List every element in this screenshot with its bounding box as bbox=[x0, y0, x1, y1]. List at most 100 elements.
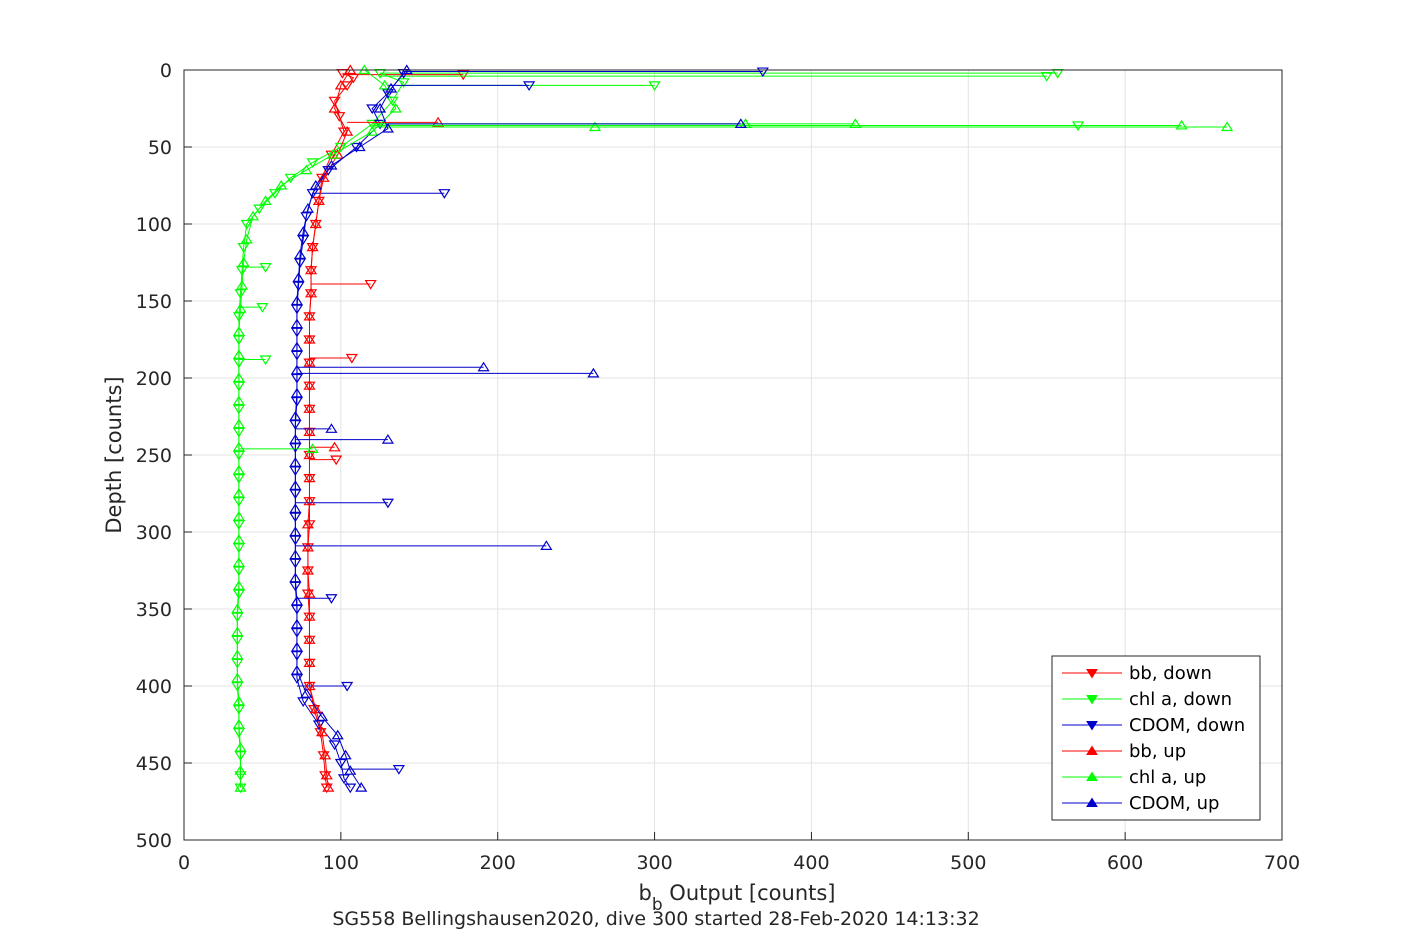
data-point bbox=[344, 783, 357, 794]
data-point bbox=[289, 457, 302, 467]
data-point bbox=[328, 740, 341, 751]
data-point bbox=[303, 333, 316, 344]
legend-entry: bb, down bbox=[1062, 663, 1212, 684]
x-axis-label: bb Output [counts] bbox=[638, 881, 835, 915]
data-point bbox=[334, 79, 347, 90]
legend-marker bbox=[1086, 771, 1098, 781]
data-point bbox=[259, 195, 272, 205]
legend-box bbox=[1051, 655, 1261, 821]
data-point bbox=[319, 749, 332, 760]
data-point bbox=[303, 356, 316, 367]
data-point bbox=[303, 520, 316, 530]
data-point bbox=[290, 595, 304, 606]
data-point bbox=[325, 423, 338, 433]
data-point bbox=[438, 189, 451, 199]
data-point bbox=[389, 102, 402, 113]
data-point bbox=[290, 664, 304, 675]
data-point bbox=[301, 541, 314, 552]
y-tick-label: 400 bbox=[136, 676, 172, 698]
series-line bbox=[294, 69, 408, 788]
data-point bbox=[297, 697, 310, 708]
data-point bbox=[378, 79, 391, 90]
data-point bbox=[289, 480, 302, 490]
x-tick-label: 100 bbox=[323, 852, 359, 874]
data-point bbox=[341, 681, 354, 692]
data-point bbox=[303, 680, 316, 691]
data-point bbox=[231, 603, 244, 614]
data-point bbox=[344, 765, 357, 775]
data-point bbox=[314, 728, 327, 738]
data-point bbox=[319, 771, 332, 781]
y-tick-label: 200 bbox=[136, 368, 172, 390]
data-point bbox=[648, 81, 661, 92]
x-tick-label: 300 bbox=[636, 852, 672, 874]
data-point bbox=[303, 657, 316, 667]
data-point bbox=[290, 387, 304, 398]
data-point bbox=[303, 472, 316, 483]
data-point bbox=[289, 503, 302, 513]
x-axis-label-subscript: b bbox=[652, 895, 663, 915]
data-point bbox=[301, 589, 314, 600]
data-point bbox=[292, 272, 305, 282]
data-point bbox=[540, 540, 553, 550]
legend-entry: chl a, down bbox=[1062, 689, 1232, 710]
legend-entry: bb, up bbox=[1062, 741, 1186, 762]
data-point bbox=[232, 349, 245, 359]
data-point bbox=[234, 289, 247, 299]
data-point bbox=[290, 641, 304, 652]
data-layer bbox=[231, 64, 1234, 794]
data-point bbox=[232, 510, 245, 521]
data-point bbox=[289, 572, 302, 583]
x-tick-label: 0 bbox=[178, 852, 190, 874]
data-point bbox=[234, 782, 247, 792]
data-point bbox=[303, 310, 316, 321]
data-point bbox=[256, 303, 269, 313]
data-point bbox=[373, 102, 387, 113]
data-point bbox=[237, 256, 250, 267]
data-point bbox=[234, 741, 247, 752]
legend-label: CDOM, up bbox=[1129, 793, 1219, 814]
data-point bbox=[381, 433, 394, 444]
data-point bbox=[259, 355, 272, 366]
data-point bbox=[232, 557, 245, 567]
data-point bbox=[303, 587, 316, 598]
data-point bbox=[232, 580, 245, 590]
legend-label: CDOM, down bbox=[1129, 715, 1245, 736]
data-point bbox=[587, 367, 600, 378]
data-point bbox=[333, 112, 346, 122]
data-point bbox=[300, 688, 313, 698]
x-tick-label: 600 bbox=[1107, 852, 1143, 874]
data-point bbox=[303, 495, 316, 506]
data-point bbox=[353, 141, 366, 152]
data-point bbox=[330, 455, 343, 466]
data-point bbox=[849, 118, 862, 128]
legend-label: bb, down bbox=[1129, 663, 1212, 684]
data-point bbox=[303, 380, 316, 390]
data-point bbox=[234, 303, 247, 313]
data-point bbox=[345, 353, 358, 364]
data-point bbox=[381, 498, 394, 509]
legend-label: bb, up bbox=[1129, 741, 1186, 762]
legend-label: chl a, up bbox=[1129, 767, 1206, 788]
data-point bbox=[232, 464, 245, 475]
x-tick-label: 500 bbox=[950, 852, 986, 874]
data-point bbox=[232, 312, 245, 323]
caption: SG558 Bellingshausen2020, dive 300 start… bbox=[332, 908, 979, 930]
y-axis-label: Depth [counts] bbox=[102, 376, 126, 533]
data-point bbox=[339, 749, 352, 760]
data-point bbox=[240, 219, 253, 230]
data-point bbox=[328, 102, 341, 113]
series-line bbox=[307, 69, 351, 788]
data-point bbox=[290, 364, 304, 375]
data-point bbox=[303, 611, 316, 621]
data-point bbox=[326, 149, 340, 159]
data-point bbox=[232, 487, 245, 498]
series-line bbox=[236, 69, 397, 788]
y-tick-label: 100 bbox=[136, 214, 172, 236]
data-point bbox=[235, 279, 249, 290]
legend-marker bbox=[1086, 669, 1098, 679]
data-point bbox=[312, 195, 325, 205]
data-point bbox=[231, 649, 244, 660]
data-point bbox=[232, 372, 245, 383]
ticks: 0 100 200 300 400 500 600 700 0 50 100 150 200 250 300… bbox=[136, 60, 1300, 874]
